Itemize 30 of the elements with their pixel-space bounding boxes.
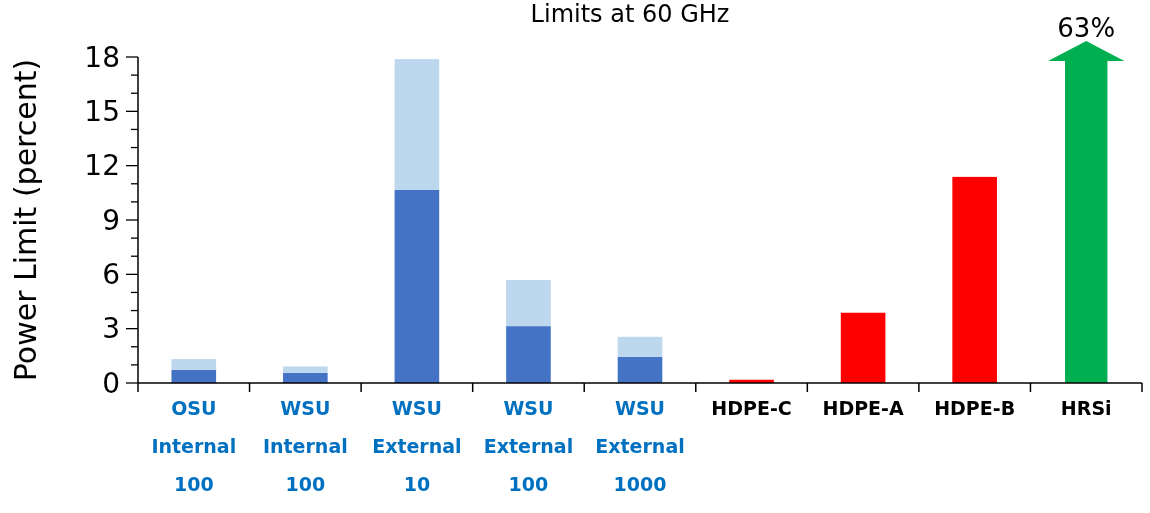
bar — [394, 189, 440, 383]
y-tick-label: 9 — [102, 203, 120, 237]
x-tick-label: WSU External 1000 — [595, 397, 685, 495]
x-tick-label: WSU Internal 100 — [262, 397, 348, 495]
x-tick-label: HDPE-C — [711, 397, 792, 419]
text: 63% — [1057, 13, 1116, 43]
chart-title: Limits at 60 GHz — [530, 0, 730, 28]
bar — [506, 279, 551, 327]
x-tick-label: WSU External 100 — [483, 397, 574, 495]
bar — [171, 369, 217, 383]
bar — [840, 312, 886, 383]
y-tick-label: 0 — [102, 366, 120, 400]
y-axis-title: Power Limit (percent) — [8, 58, 43, 382]
y-tick-label: 3 — [102, 312, 120, 346]
x-tick-label: WSU External 10 — [372, 397, 462, 495]
bar — [171, 359, 217, 370]
bar — [952, 176, 997, 383]
x-tick-label: HDPE-A — [822, 397, 904, 419]
bar — [394, 59, 440, 190]
x-tick-label: HDPE-B — [934, 397, 1016, 419]
x-tick-label: OSU Internal 100 — [151, 397, 237, 495]
y-tick-label: 12 — [84, 149, 120, 183]
y-tick-label: 18 — [84, 40, 120, 74]
bar — [506, 326, 551, 383]
bar — [617, 336, 663, 357]
x-tick-label: HRSi — [1060, 397, 1112, 419]
bar — [283, 366, 328, 373]
y-tick-label: 15 — [84, 95, 120, 129]
bar — [617, 356, 663, 383]
y-tick-label: 6 — [102, 258, 120, 292]
